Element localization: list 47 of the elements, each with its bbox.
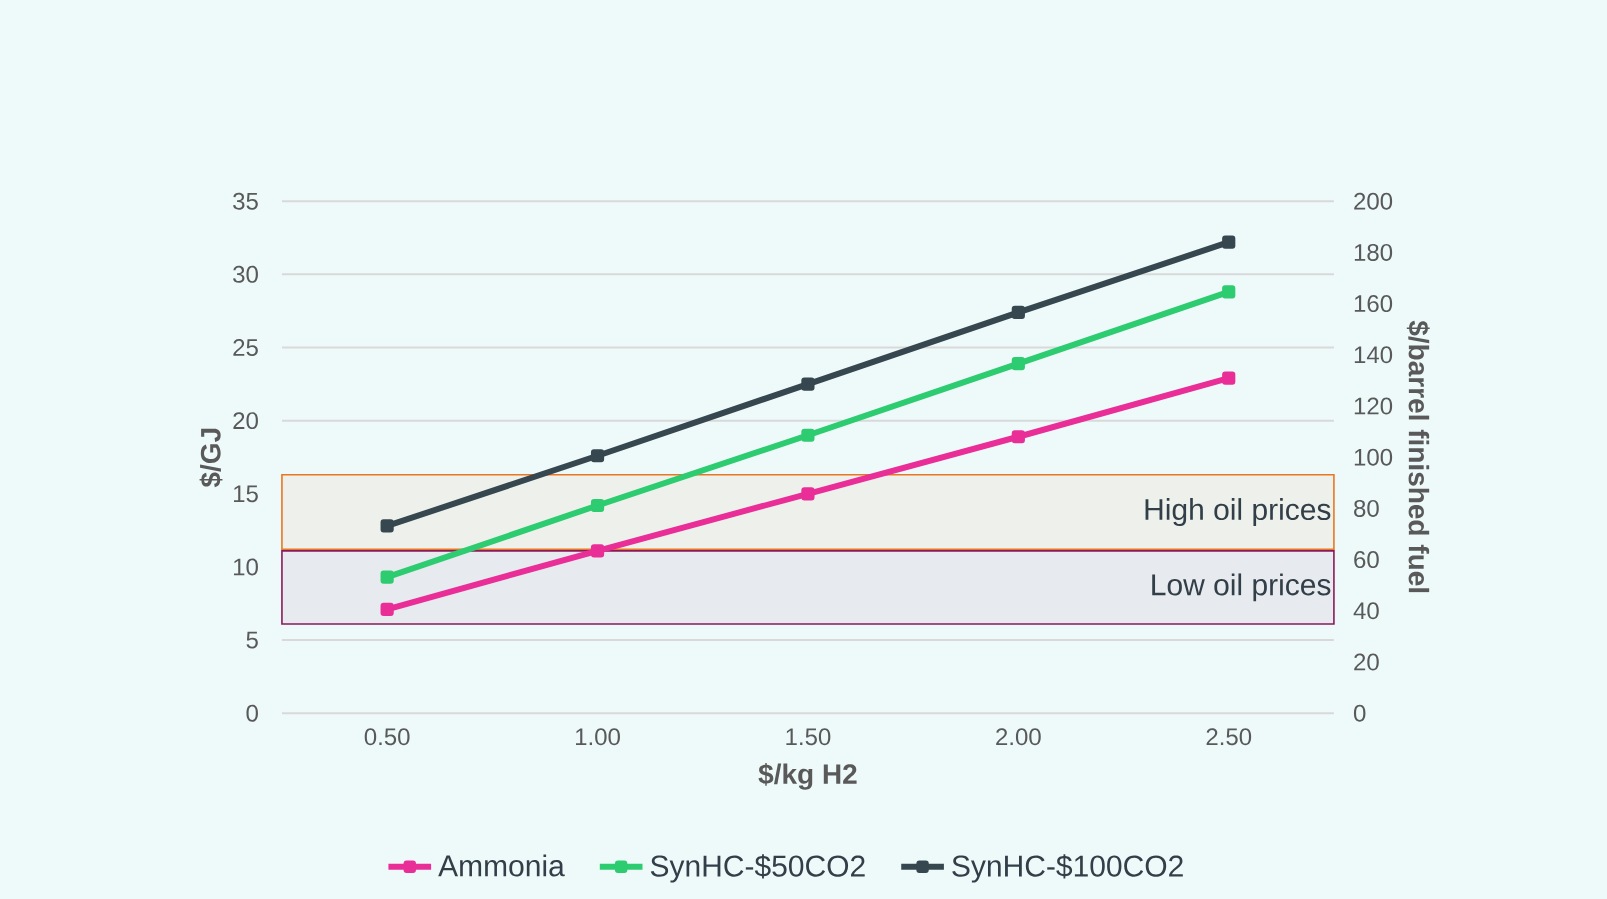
point xyxy=(380,602,394,616)
point xyxy=(590,544,605,558)
x-tick-label: 1.00 xyxy=(576,728,620,746)
y2-tick-label: 40 xyxy=(1353,602,1379,620)
point xyxy=(380,519,394,533)
point xyxy=(1011,305,1025,319)
y-axis-title: $/GJ xyxy=(199,428,223,488)
y2-tick-label: 100 xyxy=(1354,448,1393,466)
x-tick-label: 0.50 xyxy=(364,728,410,746)
band-label: Low oil prices xyxy=(1152,573,1331,602)
legend-label: SynHC-$50CO2 xyxy=(650,854,865,883)
point xyxy=(1222,371,1236,385)
point xyxy=(590,498,605,513)
y2-axis-title: $/barrel finished fuel xyxy=(1406,320,1430,593)
x-tick-label: 1.50 xyxy=(786,728,831,746)
x-axis-title: $/kg H2 xyxy=(758,762,857,790)
y-tick-label: 15 xyxy=(234,485,258,503)
y2-tick-label: 120 xyxy=(1354,397,1393,415)
y-tick-label: 0 xyxy=(246,704,258,722)
y2-tick-label: 200 xyxy=(1354,192,1393,210)
y2-tick-label: 80 xyxy=(1354,499,1379,517)
band-label: High oil prices xyxy=(1145,498,1331,527)
point xyxy=(1222,235,1236,249)
point xyxy=(380,570,394,584)
x-tick-label: 2.50 xyxy=(1206,728,1252,746)
x-tick-label: 2.00 xyxy=(996,728,1041,746)
point xyxy=(1222,285,1236,299)
point xyxy=(1011,357,1025,371)
y2-tick-label: 60 xyxy=(1354,551,1379,569)
y2-tick-label: 140 xyxy=(1354,346,1393,364)
y-tick-label: 30 xyxy=(233,265,258,283)
point xyxy=(1011,430,1025,444)
legend-label: Ammonia xyxy=(438,854,565,877)
y2-tick-label: 20 xyxy=(1354,653,1379,671)
y-tick-label: 5 xyxy=(246,631,258,649)
y-tick-label: 35 xyxy=(233,192,258,210)
y2-tick-label: 160 xyxy=(1354,295,1393,313)
y2-tick-label: 0 xyxy=(1353,704,1366,722)
legend-label: SynHC-$100CO2 xyxy=(952,854,1183,883)
y-tick-label: 25 xyxy=(233,339,258,356)
point xyxy=(801,377,815,391)
y-tick-label: 20 xyxy=(233,412,258,430)
point xyxy=(590,449,605,463)
point xyxy=(801,487,815,501)
y-tick-label: 10 xyxy=(234,558,258,576)
y2-tick-label: 180 xyxy=(1354,243,1393,261)
point xyxy=(801,428,815,442)
